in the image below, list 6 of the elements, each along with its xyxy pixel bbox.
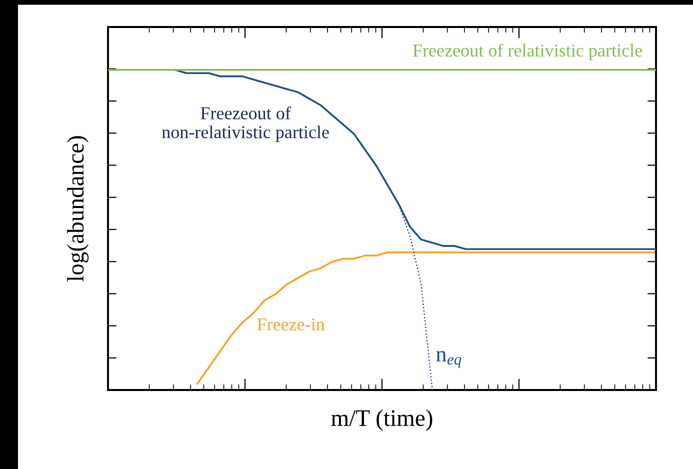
series-label: Freezeout of non-relativistic particle xyxy=(162,106,329,142)
series-label: n$_{eq}$ xyxy=(436,350,462,368)
x-axis-title: m/T (time) xyxy=(331,409,432,431)
series-label: Freeze-in xyxy=(257,318,325,330)
y-axis-title: log(abundance) xyxy=(67,136,89,282)
series-label: Freezeout of relativistic particle xyxy=(412,44,642,60)
